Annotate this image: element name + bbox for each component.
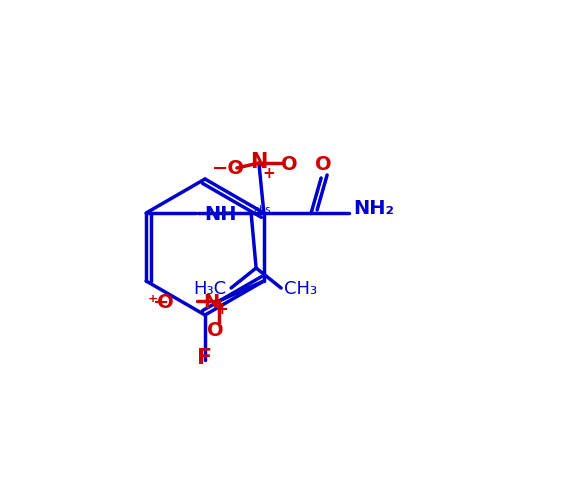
Text: F: F <box>198 348 212 367</box>
Text: −: − <box>153 292 169 311</box>
Text: NH₂: NH₂ <box>353 199 394 218</box>
Text: +: + <box>262 166 275 181</box>
Text: CH₃: CH₃ <box>284 279 318 297</box>
Text: O: O <box>315 154 331 173</box>
Text: NH: NH <box>204 204 237 223</box>
Text: abs: abs <box>253 205 270 214</box>
Text: N: N <box>250 151 268 172</box>
Text: N: N <box>203 292 219 311</box>
Text: O: O <box>207 320 223 339</box>
Text: +: + <box>215 302 228 317</box>
Text: O: O <box>281 154 297 173</box>
Text: ⁺O: ⁺O <box>148 292 175 311</box>
Text: −O: −O <box>212 159 245 178</box>
Text: H₃C: H₃C <box>193 279 226 297</box>
